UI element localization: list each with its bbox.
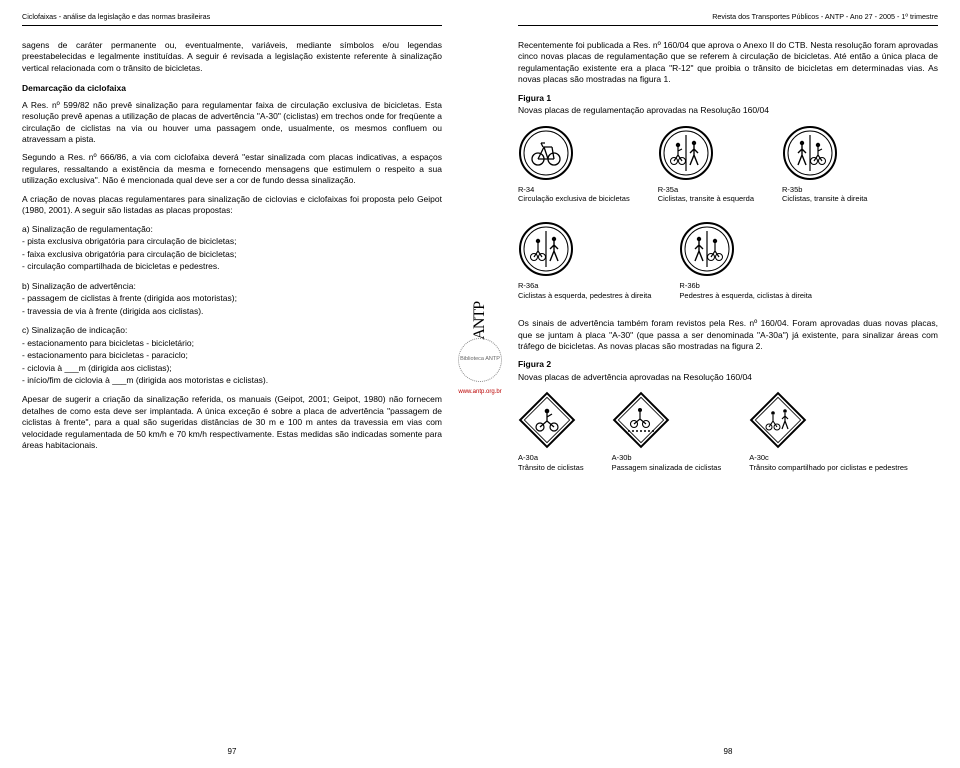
center-watermark: ANTP Biblioteca ANTP www.antp.org.br xyxy=(450,300,510,396)
sign-desc: Ciclistas, transite à esquerda xyxy=(658,194,754,203)
list-item: - pista exclusiva obrigatória para circu… xyxy=(22,236,442,247)
header-left: Ciclofaixas - análise da legislação e da… xyxy=(22,12,442,26)
list-title: a) Sinalização de regulamentação: xyxy=(22,224,442,235)
sign-desc: Ciclistas à esquerda, pedestres à direit… xyxy=(518,291,651,300)
section-heading: Demarcação da ciclofaixa xyxy=(22,83,442,94)
sign-r34: R-34 Circulação exclusiva de bicicletas xyxy=(518,125,630,204)
sign-r36b: R-36b Pedestres à esquerda, ciclistas à … xyxy=(679,221,812,300)
list-a: a) Sinalização de regulamentação: - pist… xyxy=(22,224,442,274)
antp-url: www.antp.org.br xyxy=(450,388,510,396)
para: Segundo a Res. nº 666/86, a via com cicl… xyxy=(22,152,442,186)
list-title: b) Sinalização de advertência: xyxy=(22,281,442,292)
figure-2-title: Figura 2 xyxy=(518,359,938,370)
sign-r36a-icon xyxy=(518,221,574,277)
sign-a30c-icon xyxy=(749,391,807,449)
list-c: c) Sinalização de indicação: - estaciona… xyxy=(22,325,442,387)
sign-code: A-30b xyxy=(612,453,632,462)
page-number-left: 97 xyxy=(22,739,442,758)
sign-r35a: R-35a Ciclistas, transite à esquerda xyxy=(658,125,754,204)
sign-desc: Pedestres à esquerda, ciclistas à direit… xyxy=(679,291,812,300)
sign-a30b: A-30b Passagem sinalizada de ciclistas xyxy=(612,391,722,472)
sign-code: R-34 xyxy=(518,185,534,194)
sign-code: A-30c xyxy=(749,453,769,462)
list-item: - travessia de via à frente (dirigida ao… xyxy=(22,306,442,317)
para: A Res. nº 599/82 não prevê sinalização p… xyxy=(22,100,442,146)
sign-a30a: A-30a Trânsito de ciclistas xyxy=(518,391,584,472)
sign-r35b-icon xyxy=(782,125,838,181)
sign-a30a-icon xyxy=(518,391,576,449)
sign-row-3: A-30a Trânsito de ciclistas A-30b Passag… xyxy=(518,391,938,472)
list-item: - início/fim de ciclovia à ___m (dirigid… xyxy=(22,375,442,386)
list-item: - estacionamento para bicicletas - parac… xyxy=(22,350,442,361)
list-item: - circulação compartilhada de bicicletas… xyxy=(22,261,442,272)
list-title: c) Sinalização de indicação: xyxy=(22,325,442,336)
sign-code: A-30a xyxy=(518,453,538,462)
list-item: - ciclovia à ___m (dirigida aos ciclista… xyxy=(22,363,442,374)
sign-row-2: R-36a Ciclistas à esquerda, pedestres à … xyxy=(518,221,938,300)
sign-code: R-36b xyxy=(679,281,699,290)
antp-logo: ANTP xyxy=(469,291,491,351)
list-item: - passagem de ciclistas à frente (dirigi… xyxy=(22,293,442,304)
figure-1-subtitle: Novas placas de regulamentação aprovadas… xyxy=(518,105,938,116)
sign-desc: Passagem sinalizada de ciclistas xyxy=(612,463,722,472)
para: Recentemente foi publicada a Res. nº 160… xyxy=(518,40,938,86)
sign-r35b: R-35b Ciclistas, transite à direita xyxy=(782,125,867,204)
right-page: Revista dos Transportes Públicos - ANTP … xyxy=(518,12,938,758)
para: Os sinais de advertência também foram re… xyxy=(518,318,938,352)
para: Apesar de sugerir a criação da sinalizaç… xyxy=(22,394,442,451)
figure-2-subtitle: Novas placas de advertência aprovadas na… xyxy=(518,372,938,383)
sign-r36b-icon xyxy=(679,221,735,277)
sign-desc: Ciclistas, transite à direita xyxy=(782,194,867,203)
sign-r36a: R-36a Ciclistas à esquerda, pedestres à … xyxy=(518,221,651,300)
sign-code: R-35a xyxy=(658,185,678,194)
sign-desc: Trânsito compartilhado por ciclistas e p… xyxy=(749,463,908,472)
page-number-right: 98 xyxy=(518,739,938,758)
sign-code: R-35b xyxy=(782,185,802,194)
sign-r34-icon xyxy=(518,125,574,181)
sign-desc: Circulação exclusiva de bicicletas xyxy=(518,194,630,203)
sign-r35a-icon xyxy=(658,125,714,181)
list-b: b) Sinalização de advertência: - passage… xyxy=(22,281,442,318)
list-item: - faixa exclusiva obrigatória para circu… xyxy=(22,249,442,260)
sign-row-1: R-34 Circulação exclusiva de bicicletas … xyxy=(518,125,938,204)
sign-desc: Trânsito de ciclistas xyxy=(518,463,584,472)
header-right: Revista dos Transportes Públicos - ANTP … xyxy=(518,12,938,26)
para: sagens de caráter permanente ou, eventua… xyxy=(22,40,442,74)
para: A criação de novas placas regulamentares… xyxy=(22,194,442,217)
sign-a30b-icon xyxy=(612,391,670,449)
sign-a30c: A-30c Trânsito compartilhado por ciclist… xyxy=(749,391,908,472)
left-page: Ciclofaixas - análise da legislação e da… xyxy=(22,12,442,758)
sign-code: R-36a xyxy=(518,281,538,290)
figure-1-title: Figura 1 xyxy=(518,93,938,104)
list-item: - estacionamento para bicicletas - bicic… xyxy=(22,338,442,349)
